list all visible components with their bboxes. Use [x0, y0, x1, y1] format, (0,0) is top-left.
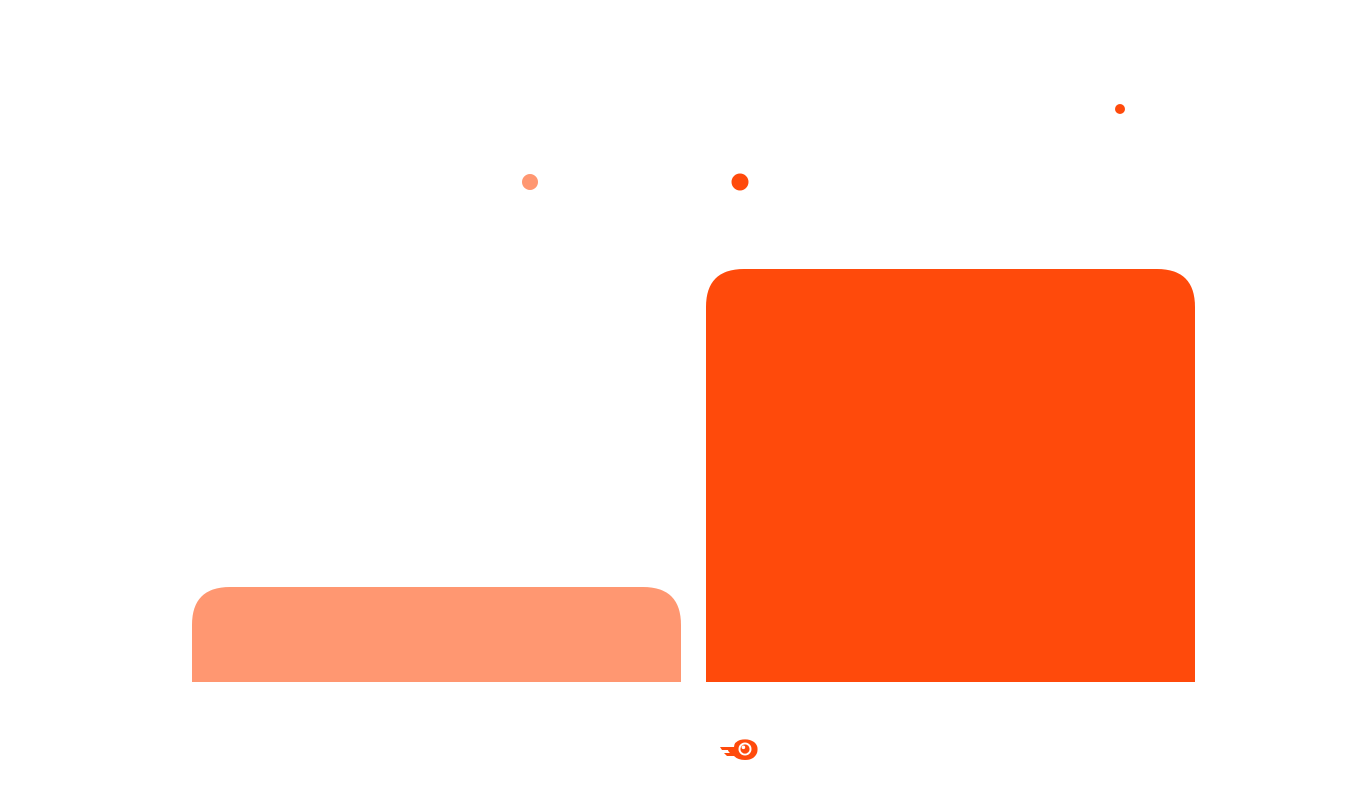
- semrush-fireball-icon: [720, 739, 758, 760]
- bar-2: [706, 269, 1195, 682]
- legend-marker-1: [522, 174, 538, 190]
- accent-dot: [1115, 104, 1125, 114]
- legend-marker-2: [731, 173, 749, 191]
- bar-1: [192, 587, 681, 682]
